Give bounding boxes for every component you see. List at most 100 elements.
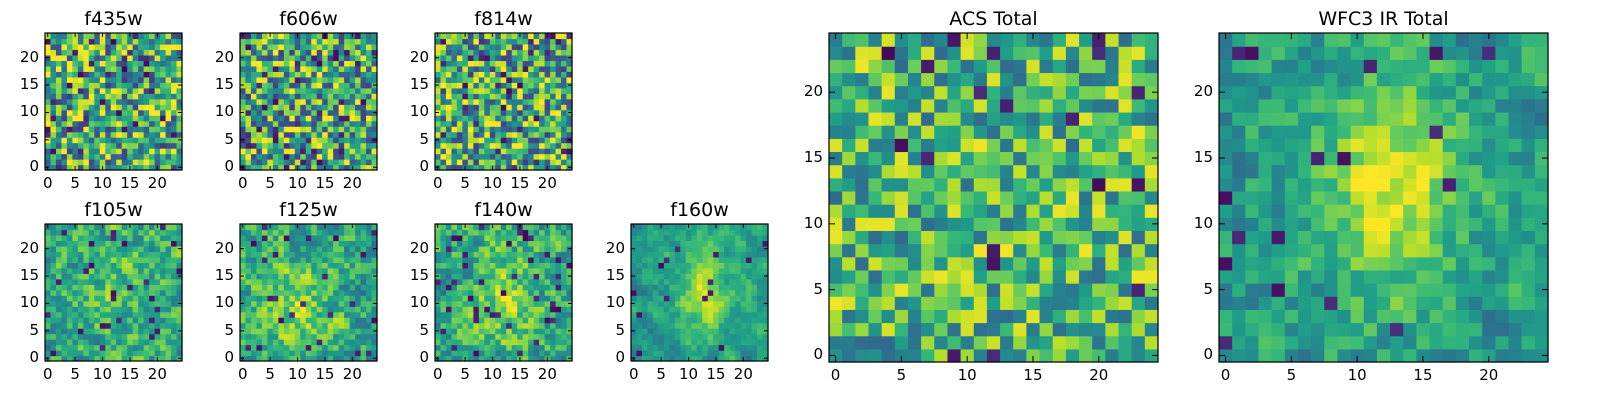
- heatmap-cell: [1039, 243, 1054, 258]
- heatmap-cell: [289, 159, 296, 166]
- heatmap-cell: [121, 278, 128, 285]
- heatmap-cell: [751, 344, 758, 351]
- heatmap-cell: [467, 311, 474, 318]
- heatmap-cell: [327, 251, 334, 258]
- heatmap-cell: [138, 115, 145, 122]
- heatmap-cell: [511, 267, 518, 274]
- heatmap-cell: [696, 256, 703, 263]
- heatmap-cell: [500, 229, 507, 236]
- heatmap-cell: [245, 317, 252, 324]
- heatmap-cell: [467, 224, 474, 231]
- heatmap-cell: [165, 350, 172, 357]
- heatmap-cell: [669, 350, 676, 357]
- heatmap-cell: [506, 120, 513, 127]
- heatmap-cell: [121, 120, 128, 127]
- heatmap-cell: [305, 317, 312, 324]
- heatmap-cell: [165, 148, 172, 155]
- heatmap-cell: [647, 224, 654, 231]
- heatmap-cell: [355, 333, 362, 340]
- heatmap-cell: [746, 355, 753, 362]
- heatmap-cell: [45, 126, 52, 133]
- heatmap-cell: [495, 109, 502, 116]
- heatmap-cell: [550, 245, 557, 252]
- heatmap-cell: [495, 104, 502, 111]
- heatmap-cell: [289, 289, 296, 296]
- heatmap-cell: [165, 234, 172, 242]
- heatmap-cell: [445, 71, 453, 78]
- heatmap-cell: [842, 217, 856, 231]
- heatmap-cell: [555, 224, 562, 231]
- heatmap-cell: [45, 278, 52, 285]
- heatmap-cell: [973, 190, 988, 205]
- heatmap-cell: [435, 43, 442, 51]
- heatmap-cell: [522, 82, 529, 89]
- heatmap-cell: [729, 355, 736, 362]
- heatmap-cell: [934, 269, 949, 284]
- heatmap-cell: [50, 306, 57, 313]
- heatmap-cell: [250, 164, 258, 171]
- heatmap-cell: [99, 153, 106, 160]
- heatmap-cell: [440, 300, 447, 307]
- heatmap-cell: [663, 306, 670, 313]
- heatmap-cell: [691, 355, 698, 362]
- heatmap-cell: [138, 164, 145, 171]
- heatmap-cell: [289, 164, 296, 171]
- heatmap-cell: [647, 344, 654, 351]
- heatmap-cell: [327, 82, 334, 89]
- heatmap-cell: [1065, 177, 1080, 192]
- heatmap-cell: [132, 38, 139, 45]
- heatmap-cell: [544, 126, 551, 133]
- heatmap-cell: [467, 159, 474, 166]
- heatmap-cell: [127, 267, 134, 274]
- heatmap-cell: [473, 273, 480, 280]
- heatmap-cell: [360, 328, 367, 335]
- heatmap-cell: [829, 256, 843, 271]
- heatmap-cell: [631, 317, 638, 324]
- heatmap-cell: [528, 311, 535, 318]
- heatmap-cell: [305, 137, 312, 144]
- heatmap-cell: [539, 300, 546, 307]
- heatmap-cell: [511, 251, 518, 258]
- heatmap-cell: [256, 344, 263, 351]
- heatmap-cell: [435, 159, 442, 166]
- heatmap-cell: [338, 93, 345, 100]
- heatmap-cell: [294, 251, 301, 258]
- heatmap-cell: [289, 339, 296, 346]
- heatmap-cell: [495, 322, 502, 329]
- heatmap-cell: [636, 355, 643, 362]
- heatmap-cell: [1079, 190, 1093, 205]
- heatmap-cell: [445, 339, 453, 346]
- heatmap-cell: [674, 256, 681, 263]
- heatmap-cell: [327, 65, 334, 72]
- heatmap-cell: [45, 76, 52, 83]
- heatmap-cell: [77, 328, 84, 335]
- heatmap-cell: [355, 273, 362, 280]
- heatmap-cell: [652, 295, 659, 302]
- heatmap-cell: [327, 131, 334, 138]
- heatmap-cell: [250, 224, 258, 231]
- heatmap-cell: [116, 93, 123, 100]
- heatmap-cell: [445, 262, 453, 269]
- heatmap-cell: [517, 262, 524, 269]
- heatmap-cell: [138, 317, 145, 324]
- heatmap-cell: [50, 33, 57, 40]
- heatmap-cell: [522, 273, 529, 280]
- heatmap-cell: [550, 38, 557, 45]
- heatmap-cell: [261, 278, 268, 285]
- heatmap-cell: [478, 311, 485, 318]
- heatmap-cell: [674, 245, 681, 252]
- heatmap-cell: [1039, 177, 1054, 192]
- heatmap-cell: [366, 76, 373, 83]
- heatmap-cell: [138, 120, 145, 127]
- heatmap-cell: [1079, 335, 1093, 350]
- heatmap-cell: [240, 142, 247, 149]
- heatmap-cell: [445, 87, 453, 94]
- heatmap-cell: [240, 104, 247, 111]
- heatmap-cell: [561, 240, 568, 247]
- heatmap-cell: [544, 60, 551, 67]
- heatmap-cell: [138, 328, 145, 335]
- heatmap-cell: [83, 54, 90, 61]
- y-tick-label: 10: [19, 293, 39, 312]
- heatmap-cell: [338, 339, 345, 346]
- heatmap-cell: [366, 115, 373, 122]
